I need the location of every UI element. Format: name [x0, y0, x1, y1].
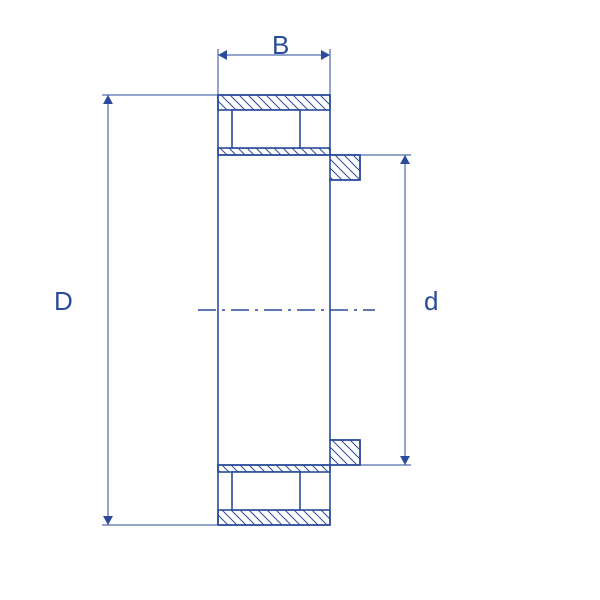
bearing-cross-section-diagram: D d B — [0, 0, 600, 600]
label-D: D — [54, 286, 73, 317]
label-d: d — [424, 286, 438, 317]
label-B: B — [272, 30, 289, 61]
drawing-svg — [0, 0, 600, 600]
